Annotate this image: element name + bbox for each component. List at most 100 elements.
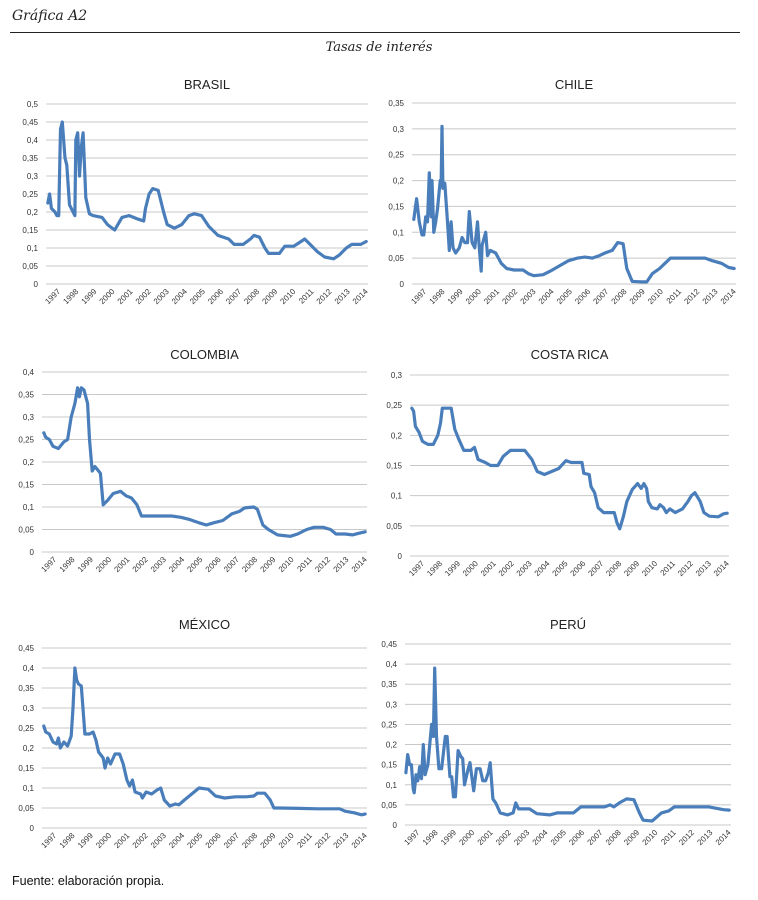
x-tick-label: 2012: [313, 555, 332, 574]
x-tick-label: 2001: [479, 559, 498, 578]
y-tick-label: 0: [30, 548, 35, 557]
x-tick-label: 2005: [185, 831, 204, 850]
chart-title: CHILE: [555, 77, 594, 92]
y-tick-label: 0,1: [23, 503, 35, 512]
x-tick-label: 2014: [350, 831, 369, 850]
chart-svg: BRASIL 0 0,05 0,1 0,15 0,2 0,25 0,3 0,35 0,4 0,45 0…: [22, 77, 370, 306]
y-tick-label: 0,25: [381, 720, 397, 729]
y-tick-label: 0,25: [22, 190, 38, 199]
x-tick-label: 2014: [351, 287, 370, 306]
y-tick-label: 0: [30, 824, 35, 833]
y-tick-label: 0,4: [23, 664, 35, 673]
x-tick-label: 2006: [204, 831, 223, 850]
x-tick-label: 2005: [185, 555, 204, 574]
x-tick-label: 2004: [533, 559, 552, 578]
x-tick-label: 2001: [112, 555, 131, 574]
x-tick-label: 1999: [79, 287, 98, 306]
x-tick-label: 2002: [497, 559, 516, 578]
y-tick-label: 0: [400, 280, 405, 289]
x-tick-label: 2009: [622, 559, 641, 578]
y-tick-label: 0,1: [23, 784, 35, 793]
y-tick-label: 0,1: [391, 492, 403, 501]
y-tick-label: 0,2: [391, 431, 403, 440]
y-tick-label: 0: [398, 552, 403, 561]
x-tick-label: 2006: [569, 559, 588, 578]
x-tick-label: 2003: [149, 831, 168, 850]
x-tick-label: 1997: [409, 287, 428, 306]
x-tick-label: 2008: [240, 831, 259, 850]
x-tick-label: 2014: [714, 828, 733, 847]
y-tick-label: 0,05: [386, 522, 402, 531]
chart-peru: PERÚ 0 0,05 0,1 0,15 0,2 0,25 0,3 0,35 0,4 0,45 199…: [378, 610, 756, 880]
x-tick-label: 2002: [500, 287, 519, 306]
x-tick-label: 2006: [573, 287, 592, 306]
x-tick-label: 2001: [482, 287, 501, 306]
y-tick-label: 0,1: [27, 244, 39, 253]
y-tick-label: 0,3: [27, 172, 39, 181]
x-tick-label: 1998: [58, 555, 77, 574]
source-note: Fuente: elaboración propia.: [12, 874, 165, 888]
y-tick-label: 0,05: [22, 262, 38, 271]
y-tick-label: 0,15: [18, 481, 34, 490]
x-tick-label: 2005: [551, 559, 570, 578]
x-tick-label: 2010: [641, 828, 660, 847]
chart-title: BRASIL: [184, 77, 230, 92]
y-tick-label: 0,4: [386, 660, 398, 669]
y-tick-label: 0,3: [23, 413, 35, 422]
x-tick-label: 2004: [537, 287, 556, 306]
x-tick-label: 2012: [313, 831, 332, 850]
x-tick-label: 1998: [428, 287, 447, 306]
x-tick-label: 2009: [259, 555, 278, 574]
series-line: [404, 666, 731, 823]
y-tick-label: 0,35: [18, 391, 34, 400]
header-rule: [10, 32, 740, 33]
y-tick-label: 0,1: [393, 228, 405, 237]
x-tick-label: 2008: [604, 559, 623, 578]
x-tick-label: 2013: [333, 287, 352, 306]
x-tick-label: 2009: [628, 287, 647, 306]
x-tick-label: 2007: [222, 555, 241, 574]
x-tick-label: 2007: [586, 559, 605, 578]
chart-colombia: COLOMBIA 0 0,05 0,1 0,15 0,2 0,25 0,3 0,35 0,4 199…: [0, 340, 378, 610]
x-tick-label: 2013: [332, 555, 351, 574]
x-tick-label: 2003: [152, 287, 171, 306]
y-tick-label: 0,15: [381, 761, 397, 770]
x-tick-label: 2009: [622, 828, 641, 847]
y-tick-label: 0,25: [388, 151, 404, 160]
y-tick-label: 0,05: [18, 804, 34, 813]
y-tick-label: 0,45: [381, 640, 397, 649]
series-line: [412, 124, 736, 284]
x-tick-label: 2004: [167, 831, 186, 850]
x-tick-label: 2012: [676, 559, 695, 578]
x-tick-label: 1997: [402, 828, 421, 847]
y-tick-label: 0,3: [393, 125, 405, 134]
x-tick-label: 2006: [206, 287, 225, 306]
x-tick-label: 2005: [188, 287, 207, 306]
x-tick-label: 1999: [439, 828, 458, 847]
y-tick-label: 0,35: [22, 154, 38, 163]
x-tick-label: 2010: [278, 287, 297, 306]
chart-title: MÉXICO: [179, 617, 230, 632]
x-tick-label: 2003: [149, 555, 168, 574]
chart-svg: CHILE 0 0,05 0,1 0,15 0,2 0,25 0,3 0,35 1997 1998 1…: [388, 77, 738, 306]
x-tick-label: 2004: [167, 555, 186, 574]
y-tick-label: 0,2: [23, 744, 35, 753]
y-tick-label: 0,15: [22, 226, 38, 235]
series-line: [42, 666, 367, 817]
x-tick-label: 2008: [610, 287, 629, 306]
chart-svg: COSTA RICA 0 0,05 0,1 0,15 0,2 0,25 0,3 19971998…: [386, 347, 731, 578]
chart-title: COSTA RICA: [531, 347, 609, 362]
x-tick-label: 2006: [204, 555, 223, 574]
x-tick-label: 2014: [712, 559, 731, 578]
x-tick-label: 2007: [586, 828, 605, 847]
x-tick-label: 2013: [695, 828, 714, 847]
x-tick-label: 2010: [646, 287, 665, 306]
y-tick-label: 0,4: [27, 136, 39, 145]
y-tick-label: 0,3: [23, 704, 35, 713]
x-tick-label: 2011: [297, 287, 316, 306]
x-tick-label: 1998: [421, 828, 440, 847]
x-tick-label: 2003: [515, 559, 534, 578]
x-tick-label: 2013: [701, 287, 720, 306]
x-tick-label: 1997: [39, 831, 58, 850]
x-tick-label: 2004: [170, 287, 189, 306]
